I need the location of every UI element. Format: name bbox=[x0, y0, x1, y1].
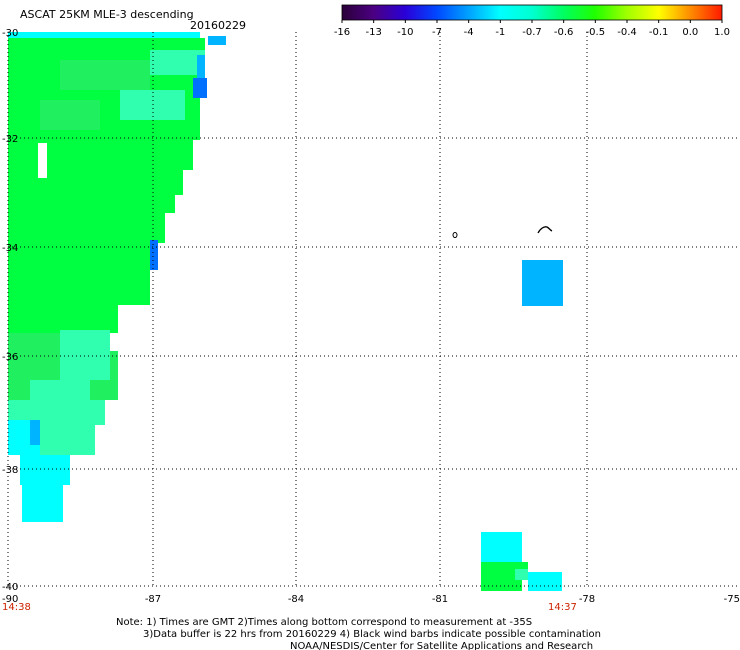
lat-tick-label: -32 bbox=[2, 134, 18, 145]
swath-cell bbox=[8, 267, 150, 305]
colorbar-label: -0.6 bbox=[554, 27, 574, 38]
swath-cell bbox=[8, 32, 200, 38]
colorbar-label: -1 bbox=[495, 27, 505, 38]
colorbar-legend: -16 -13 -10 -7 -4 -1 -0.7 -0.6 -0.5 -0.4 -0.1 0.0 1.… bbox=[334, 4, 730, 38]
swath-cell bbox=[30, 420, 40, 445]
colorbar-label: -16 bbox=[334, 27, 350, 38]
lon-tick-label: -81 bbox=[432, 594, 448, 605]
colorbar-label: -0.4 bbox=[617, 27, 637, 38]
colorbar-label: -13 bbox=[365, 27, 381, 38]
swath-cell bbox=[481, 532, 522, 562]
swath-cell bbox=[8, 213, 165, 243]
lat-lon-grid bbox=[7, 32, 737, 587]
swath-cell bbox=[60, 60, 150, 90]
lat-tick-label: -34 bbox=[2, 243, 18, 254]
lat-tick-label: -36 bbox=[2, 352, 18, 363]
lon-tick-label: -90 bbox=[2, 594, 18, 605]
lon-tick-label: -78 bbox=[579, 594, 595, 605]
swath-cell bbox=[8, 243, 158, 267]
colorbar-label: 0.0 bbox=[682, 27, 698, 38]
swath-cell bbox=[528, 572, 562, 591]
swath-cell bbox=[481, 580, 522, 591]
swath-cell bbox=[8, 140, 193, 170]
wind-swath-data bbox=[8, 32, 563, 591]
swath-cell bbox=[522, 260, 563, 306]
colorbar-label: -4 bbox=[464, 27, 474, 38]
swath-cell bbox=[197, 55, 205, 78]
map-date: 20160229 bbox=[190, 19, 246, 32]
note-line-3: NOAA/NESDIS/Center for Satellite Applica… bbox=[290, 641, 593, 650]
swath-cell bbox=[8, 305, 118, 333]
colorbar-label: -7 bbox=[432, 27, 442, 38]
swath-cell bbox=[515, 569, 528, 580]
time-left-label: 14:38 bbox=[2, 602, 31, 613]
colorbar-label: -0.5 bbox=[586, 27, 606, 38]
colorbar-strip bbox=[341, 4, 723, 21]
map-title: ASCAT 25KM MLE-3 descending bbox=[20, 8, 194, 21]
lat-tick-label: -40 bbox=[2, 582, 18, 593]
note-line-1: Note: 1) Times are GMT 2)Times along bot… bbox=[116, 617, 532, 628]
swath-cell bbox=[38, 143, 47, 178]
lon-tick-label: -75 bbox=[724, 594, 740, 605]
swath-cell bbox=[60, 330, 110, 380]
island-outlines bbox=[452, 226, 553, 238]
swath-cell bbox=[150, 50, 205, 75]
swath-cell bbox=[193, 78, 207, 98]
colorbar-label: -10 bbox=[397, 27, 413, 38]
axis-tick-labels: -90 -87 -84 -81 -78 -75 -30 -32 -34 -36 -38 -40 bbox=[2, 28, 740, 605]
note-line-2: 3)Data buffer is 22 hrs from 20160229 4)… bbox=[143, 629, 601, 640]
lon-tick-label: -84 bbox=[288, 594, 304, 605]
colorbar-label: -0.7 bbox=[522, 27, 542, 38]
swath-cell bbox=[208, 36, 226, 45]
colorbar-label: -0.1 bbox=[649, 27, 669, 38]
time-right-label: 14:37 bbox=[548, 602, 577, 613]
colorbar-label: 1.0 bbox=[714, 27, 730, 38]
swath-cell bbox=[30, 380, 90, 420]
swath-cell bbox=[40, 100, 100, 130]
lat-tick-label: -38 bbox=[2, 465, 18, 476]
lon-tick-label: -87 bbox=[145, 594, 161, 605]
swath-cell bbox=[8, 195, 175, 213]
swath-cell bbox=[8, 170, 183, 195]
swath-cell bbox=[22, 485, 63, 522]
lat-tick-label: -30 bbox=[2, 28, 18, 39]
island-small bbox=[452, 232, 458, 238]
swath-cell bbox=[20, 455, 70, 485]
swath-cell bbox=[150, 240, 158, 270]
island-large bbox=[537, 226, 553, 234]
